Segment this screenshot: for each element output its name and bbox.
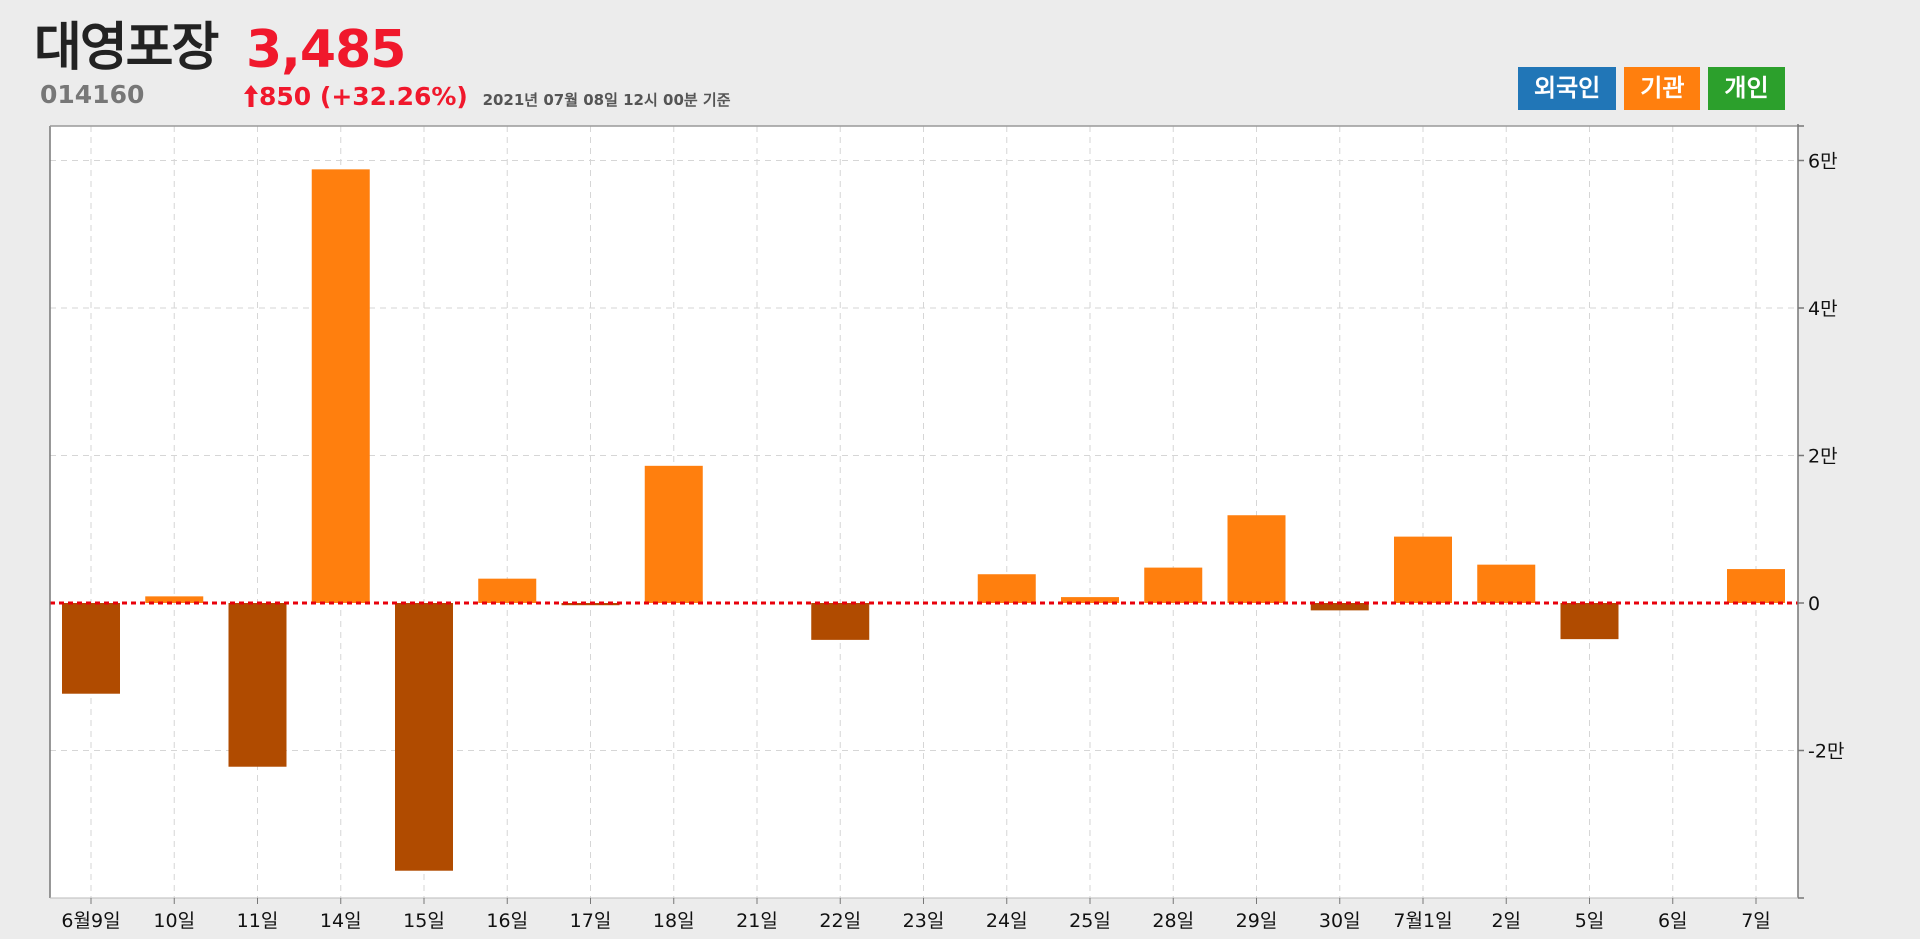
x-tick-label: 14일 xyxy=(320,910,362,932)
bar xyxy=(811,603,870,640)
x-tick-label: 23일 xyxy=(903,910,945,932)
bar xyxy=(311,169,370,603)
x-tick-label: 11일 xyxy=(237,910,279,932)
x-tick-label: 2일 xyxy=(1491,910,1521,932)
price-change-percent: (+32.26%) xyxy=(319,82,468,111)
x-tick-label: 10일 xyxy=(153,910,195,932)
legend-foreign-button[interactable]: 외국인 xyxy=(1518,67,1617,110)
legend-institution-button[interactable]: 기관 xyxy=(1624,67,1701,110)
stock-price: 3,485 xyxy=(246,20,406,80)
bar xyxy=(644,465,703,603)
x-tick-label: 16일 xyxy=(486,910,528,932)
x-tick-label: 22일 xyxy=(819,910,861,932)
x-tick-label: 28일 xyxy=(1152,910,1194,932)
price-change-value: 850 xyxy=(259,82,312,111)
x-tick-label: 25일 xyxy=(1069,910,1111,932)
x-tick-label: 7일 xyxy=(1741,910,1771,932)
bar xyxy=(1477,564,1536,603)
bar xyxy=(145,596,204,603)
x-tick-label: 30일 xyxy=(1319,910,1361,932)
bar xyxy=(977,574,1036,603)
stock-code: 014160 xyxy=(40,80,145,109)
bar xyxy=(395,603,453,871)
y-tick-label: 6만 xyxy=(1808,151,1838,173)
x-tick-label: 15일 xyxy=(403,910,445,932)
bar xyxy=(1310,603,1369,611)
x-tick-label: 21일 xyxy=(736,910,778,932)
bar xyxy=(1227,515,1286,603)
y-tick-label: 2만 xyxy=(1808,446,1838,468)
investor-legend: 외국인 기관 개인 xyxy=(1518,67,1785,110)
x-tick-label: 18일 xyxy=(653,910,695,932)
bar xyxy=(478,578,537,603)
bar xyxy=(1727,569,1785,603)
bar xyxy=(1394,536,1452,603)
y-tick-label: 4만 xyxy=(1808,298,1838,320)
x-tick-label: 7월1일 xyxy=(1393,910,1452,932)
legend-individual-button[interactable]: 개인 xyxy=(1708,67,1785,110)
bar xyxy=(1144,567,1203,603)
x-tick-label: 17일 xyxy=(570,910,612,932)
x-tick-label: 29일 xyxy=(1236,910,1278,932)
bar xyxy=(228,603,287,767)
arrow-up-icon xyxy=(244,85,258,111)
timestamp: 2021년 07월 08일 12시 00분 기준 xyxy=(482,91,731,109)
x-tick-label: 5일 xyxy=(1575,910,1605,932)
price-change-line: 850 (+32.26%) 2021년 07월 08일 12시 00분 기준 xyxy=(244,84,731,111)
x-tick-label: 6일 xyxy=(1658,910,1688,932)
bar xyxy=(62,603,120,694)
stock-name: 대영포장 xyxy=(34,18,219,78)
y-tick-label: -2만 xyxy=(1808,741,1844,763)
bar xyxy=(1061,597,1119,603)
x-tick-label: 6월9일 xyxy=(61,910,120,932)
x-tick-label: 24일 xyxy=(986,910,1028,932)
bar xyxy=(1560,603,1619,640)
y-tick-label: 0 xyxy=(1808,593,1820,615)
